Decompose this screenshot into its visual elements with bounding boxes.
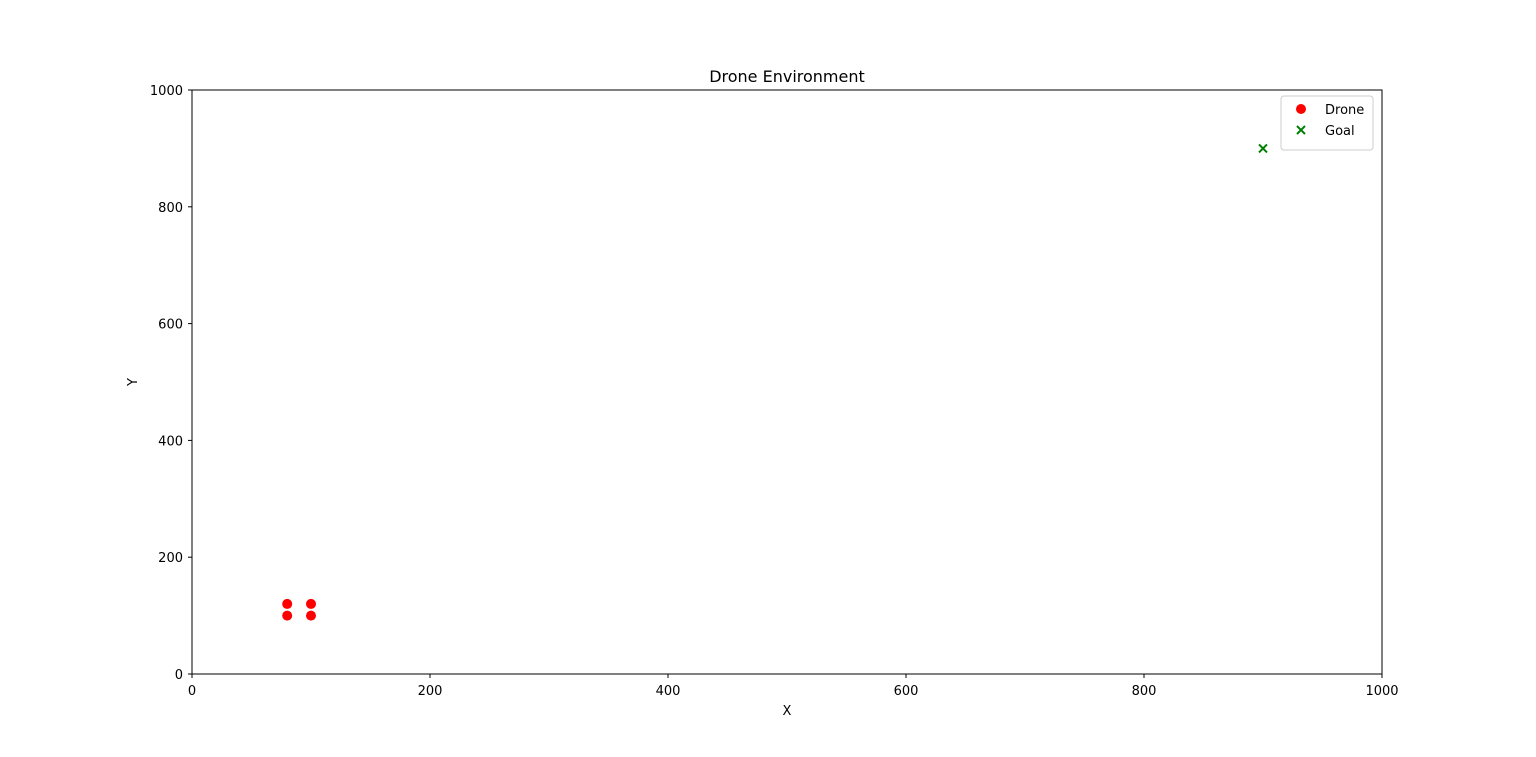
x-axis-ticks: 0 200 400 600 800 1000 — [188, 674, 1399, 699]
drone-point — [282, 598, 293, 609]
drone-point — [306, 598, 316, 609]
y-tick-label: 600 — [158, 318, 183, 333]
legend: Drone Goal — [1280, 95, 1374, 151]
drone-point — [282, 610, 293, 621]
goal-point-stroke-b — [1258, 143, 1268, 154]
y-tick-label: 800 — [158, 201, 183, 216]
legend-goal-marker-stroke-b — [1296, 125, 1306, 135]
x-tick-label: 600 — [894, 684, 919, 699]
y-tick-label: 0 — [175, 668, 183, 683]
y-tick-label: 1000 — [150, 84, 183, 99]
goal-point — [1258, 143, 1268, 154]
x-tick-label: 0 — [188, 684, 196, 699]
chart-title: Drone Environment — [709, 67, 865, 86]
x-tick-label: 1000 — [1365, 684, 1398, 699]
x-axis-label: X — [783, 704, 792, 719]
x-tick-label: 200 — [418, 684, 443, 699]
y-axis-ticks: 0 200 400 600 800 1000 — [150, 84, 192, 683]
y-axis-label: Y — [126, 378, 141, 387]
x-tick-label: 400 — [656, 684, 681, 699]
legend-goal-marker — [1296, 125, 1306, 135]
plot-marks — [282, 143, 1268, 621]
legend-drone-label: Drone — [1325, 103, 1364, 118]
drone-point — [306, 610, 316, 621]
legend-goal-label: Goal — [1325, 124, 1355, 139]
legend-drone-marker — [1296, 104, 1306, 114]
plot-frame — [191, 89, 1383, 675]
y-tick-label: 200 — [158, 551, 183, 566]
x-tick-label: 800 — [1132, 684, 1157, 699]
y-tick-label: 400 — [158, 434, 183, 449]
